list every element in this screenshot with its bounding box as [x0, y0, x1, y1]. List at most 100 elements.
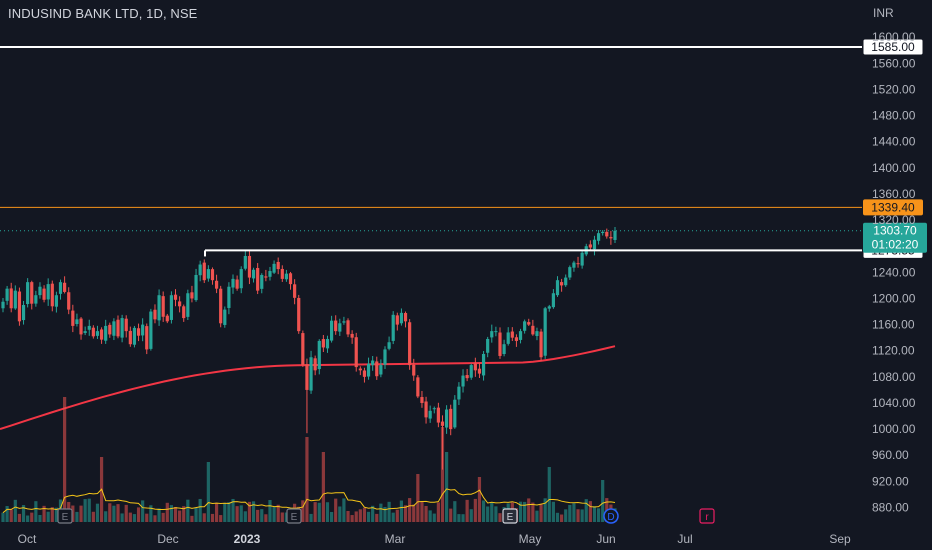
- volume-bar: [186, 499, 190, 522]
- candle-body: [555, 280, 560, 296]
- candle-body: [502, 344, 506, 355]
- volume-bar: [473, 498, 477, 522]
- candle-body: [346, 320, 350, 335]
- candle-body: [412, 364, 416, 376]
- candle-body: [399, 312, 404, 324]
- split-marker[interactable]: [699, 508, 715, 524]
- price-tick-label: 880.00: [872, 501, 909, 515]
- volume-bar: [231, 498, 235, 522]
- volume-bar: [498, 513, 502, 522]
- volume-bar: [334, 498, 338, 522]
- volume-bar: [54, 507, 58, 522]
- volume-bar: [136, 507, 141, 522]
- volume-bar: [124, 504, 128, 522]
- price-level-label-box: [863, 199, 923, 216]
- volume-bar: [412, 504, 416, 522]
- event-marker-label: D: [607, 512, 614, 523]
- volume-bar: [329, 511, 334, 522]
- volume-bar: [403, 505, 408, 522]
- candle-body: [469, 365, 473, 378]
- candle-body: [334, 320, 338, 332]
- candle-body: [605, 231, 609, 237]
- candle-body: [572, 262, 576, 268]
- candle-body: [596, 233, 601, 241]
- volume-series: [1, 397, 617, 522]
- candle-body: [38, 286, 42, 296]
- volume-bar: [9, 509, 13, 522]
- dividend-marker[interactable]: [603, 508, 619, 524]
- candle-body: [210, 269, 215, 281]
- candle-body: [157, 295, 161, 321]
- volume-bar: [387, 501, 391, 522]
- candle-body: [424, 401, 428, 418]
- time-tick-label: May: [519, 532, 542, 546]
- candle-body: [50, 283, 54, 307]
- volume-bar: [30, 512, 34, 522]
- candle-body: [408, 322, 412, 366]
- candle-body: [116, 319, 120, 337]
- candle-body: [186, 293, 190, 317]
- candle-body: [371, 360, 375, 366]
- earnings-marker[interactable]: [57, 508, 73, 524]
- candle-body: [518, 331, 523, 340]
- candle-body: [461, 375, 465, 387]
- candle-body: [214, 280, 219, 289]
- earnings-marker[interactable]: [286, 508, 302, 524]
- candle-body: [358, 368, 362, 371]
- volume-bar: [141, 500, 145, 522]
- volume-bar: [379, 503, 383, 522]
- candle-body: [63, 282, 67, 292]
- candle-body: [247, 255, 252, 278]
- earnings-marker[interactable]: [502, 508, 518, 524]
- candle-body: [227, 286, 231, 308]
- candle-body: [108, 324, 112, 335]
- candle-body: [5, 288, 9, 301]
- volume-bar: [219, 515, 223, 522]
- volume-bar: [444, 452, 449, 522]
- volume-bar: [247, 501, 252, 522]
- volume-bar: [535, 510, 539, 522]
- candle-body: [42, 288, 46, 300]
- candle-body: [317, 340, 321, 370]
- volume-bar: [305, 437, 309, 522]
- volume-bar: [71, 505, 75, 522]
- candle-body: [136, 328, 141, 336]
- candle-body: [46, 284, 50, 300]
- candle-body: [457, 386, 461, 400]
- volume-bar: [157, 508, 161, 522]
- candle-body: [165, 315, 169, 322]
- volume-bar: [568, 504, 572, 522]
- candle-body: [305, 364, 309, 390]
- volume-bar: [428, 510, 432, 522]
- candle-body: [169, 295, 174, 320]
- candle-body: [83, 331, 87, 333]
- time-tick-label: Sep: [829, 532, 851, 546]
- candle-body: [379, 365, 383, 375]
- price-tick-label: 1600.00: [872, 30, 916, 44]
- candle-body: [260, 274, 264, 289]
- volume-bar: [592, 506, 597, 522]
- candle-body: [13, 290, 17, 309]
- candle-body: [601, 231, 605, 234]
- candle-body: [141, 324, 145, 336]
- symbol-title: INDUSIND BANK LTD, 1D, NSE: [8, 6, 198, 21]
- volume-bar: [132, 514, 137, 522]
- volume-bar: [584, 499, 588, 522]
- volume-bar: [461, 514, 465, 522]
- candle-body: [153, 309, 157, 320]
- candle-body: [568, 267, 572, 278]
- price-tick-label: 1000.00: [872, 422, 916, 436]
- price-tick-label: 920.00: [872, 474, 909, 488]
- volume-bar: [182, 506, 186, 522]
- candle-body: [444, 409, 449, 428]
- last-price-label-box: [863, 222, 927, 253]
- price-level-label-box: [862, 38, 924, 56]
- volume-bar: [321, 452, 325, 522]
- volume-bar: [87, 498, 91, 522]
- volume-bar: [527, 498, 531, 522]
- candle-body: [309, 357, 313, 391]
- candle-body: [297, 297, 301, 332]
- volume-bar: [251, 501, 256, 522]
- candle-body: [547, 306, 551, 309]
